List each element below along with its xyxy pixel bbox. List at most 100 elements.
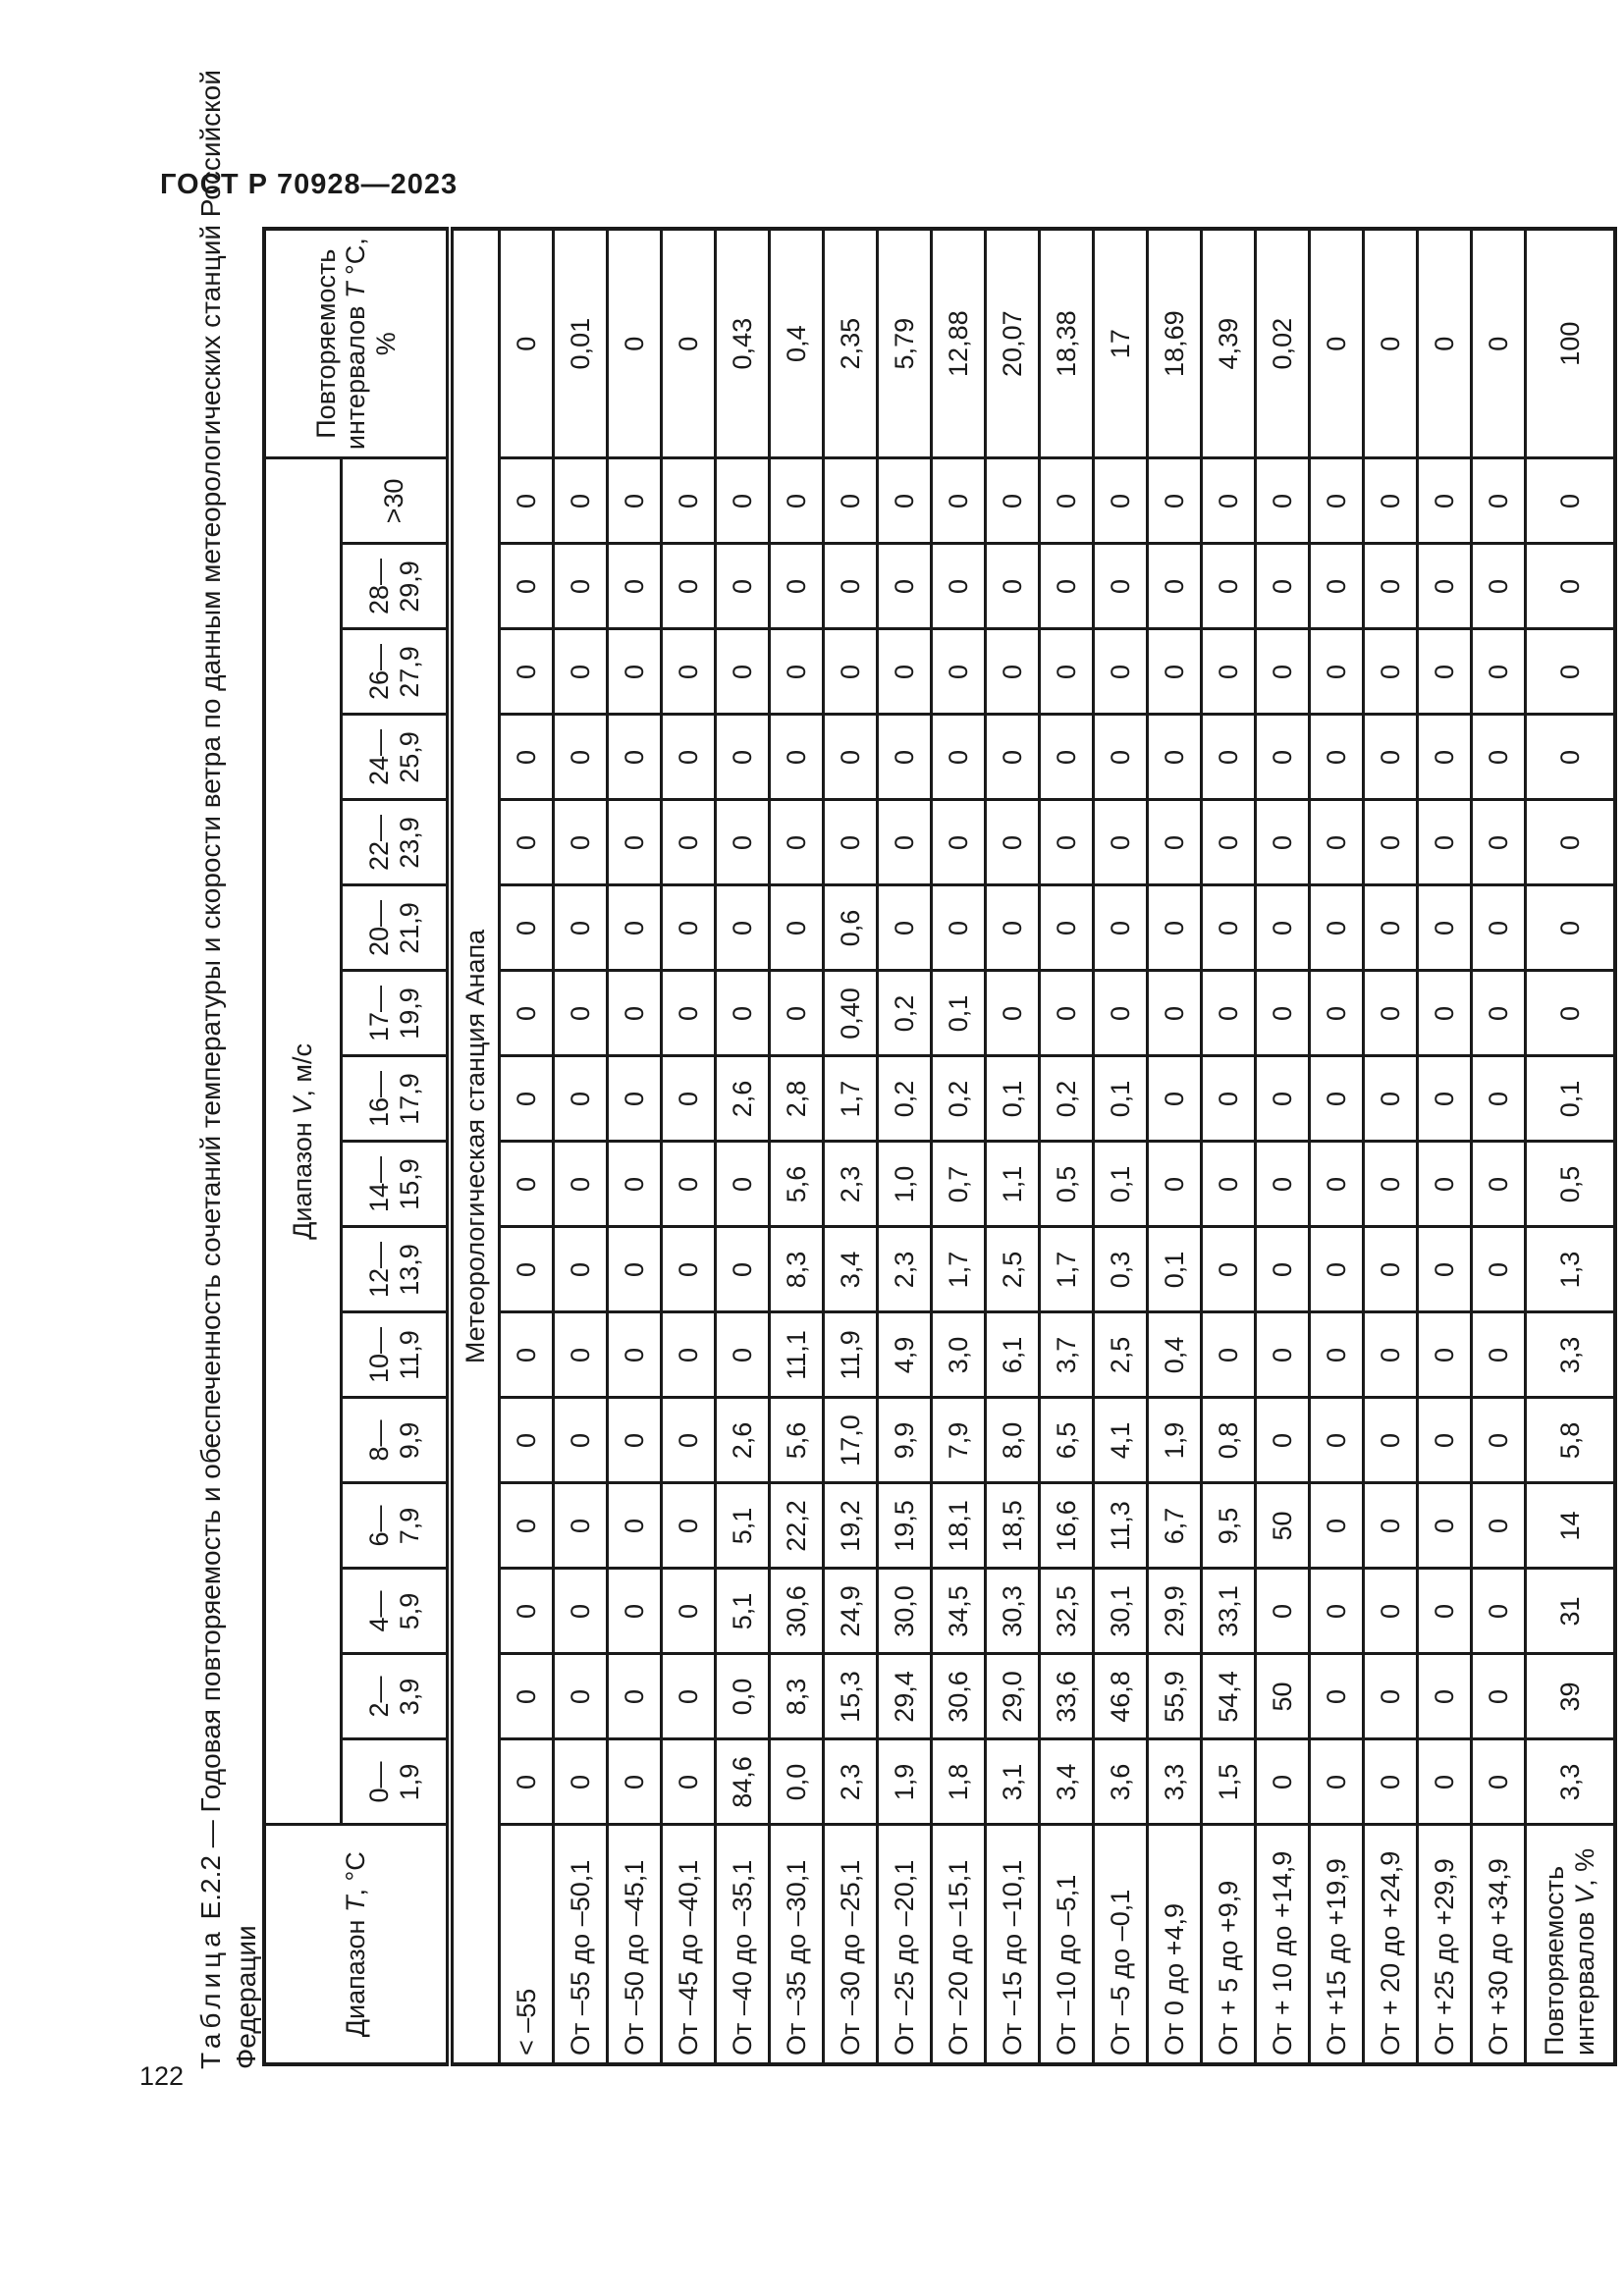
data-cell: 0 bbox=[607, 1312, 662, 1398]
data-cell: 29,4 bbox=[877, 1654, 932, 1739]
data-cell: 0 bbox=[715, 1312, 770, 1398]
temp-range-label-cell: < –55 bbox=[499, 1825, 554, 2064]
data-cell: 0 bbox=[499, 1483, 554, 1569]
data-cell: 0 bbox=[1363, 1483, 1418, 1569]
data-cell: 0 bbox=[1039, 715, 1094, 800]
wind-range-header-cell: 4— 5,9 bbox=[341, 1569, 450, 1654]
table-caption: Таблица Е.2.2 — Годовая повторяемость и … bbox=[193, 70, 266, 2069]
wind-range-header-cell: 17— 19,9 bbox=[341, 971, 450, 1056]
data-cell: 33,6 bbox=[1039, 1654, 1094, 1739]
temp-range-label-cell: От –45 до –40,1 bbox=[661, 1825, 716, 2064]
data-cell: 0 bbox=[1201, 457, 1256, 544]
data-cell: 0 bbox=[1255, 1227, 1310, 1312]
station-name-cell: Метеорологическая станция Анапа bbox=[450, 228, 500, 2064]
total-100-cell: 100 bbox=[1525, 228, 1615, 458]
data-cell: 0 bbox=[1147, 457, 1202, 544]
data-cell: 0 bbox=[607, 457, 662, 544]
data-cell: 4,1 bbox=[1093, 1398, 1148, 1483]
data-cell: 0 bbox=[1255, 457, 1310, 544]
data-cell: 0 bbox=[553, 457, 608, 544]
data-cell: 0 bbox=[931, 457, 986, 544]
data-cell: 0 bbox=[499, 715, 554, 800]
wind-range-group-header: Диапазон V, м/с bbox=[264, 457, 342, 1825]
rep-t-value-cell: 0 bbox=[1363, 228, 1418, 458]
rotated-table-container: Диапазон T, °С Диапазон V, м/с Повторяем… bbox=[262, 226, 1617, 2066]
data-cell: 0,1 bbox=[1093, 1142, 1148, 1227]
data-cell: 0 bbox=[1417, 1569, 1472, 1654]
data-cell: 0,3 bbox=[1093, 1227, 1148, 1312]
data-cell: 0 bbox=[1201, 1312, 1256, 1398]
data-cell: 0 bbox=[1201, 885, 1256, 971]
data-cell: 0 bbox=[1363, 1739, 1418, 1825]
temp-range-label-cell: От + 5 до +9,9 bbox=[1201, 1825, 1256, 2064]
data-cell: 3,4 bbox=[1039, 1739, 1094, 1825]
wind-range-header-cell: 26— 27,9 bbox=[341, 629, 450, 715]
data-cell: 0 bbox=[1309, 1227, 1364, 1312]
data-cell: 0 bbox=[661, 1398, 716, 1483]
data-cell: 2,3 bbox=[823, 1739, 878, 1825]
data-cell: 1,7 bbox=[1039, 1227, 1094, 1312]
data-cell: 0 bbox=[985, 971, 1040, 1056]
data-cell: 0 bbox=[1309, 457, 1364, 544]
data-cell: 0 bbox=[661, 1227, 716, 1312]
data-cell: 0 bbox=[661, 800, 716, 885]
data-cell: 0 bbox=[661, 1312, 716, 1398]
data-cell: 0 bbox=[769, 885, 824, 971]
data-cell: 0 bbox=[499, 1654, 554, 1739]
table-body: Диапазон T, °С Диапазон V, м/с Повторяем… bbox=[264, 228, 1615, 2064]
data-cell: 0 bbox=[1039, 800, 1094, 885]
data-cell: 0 bbox=[1417, 1398, 1472, 1483]
data-cell: 0 bbox=[1201, 629, 1256, 715]
data-cell: 0 bbox=[499, 1312, 554, 1398]
data-cell: 0 bbox=[499, 1569, 554, 1654]
data-cell: 0 bbox=[1255, 800, 1310, 885]
temp-range-label-cell: От –10 до –5,1 bbox=[1039, 1825, 1094, 2064]
data-cell: 0 bbox=[661, 971, 716, 1056]
data-cell: 0 bbox=[1363, 629, 1418, 715]
data-cell: 0 bbox=[1471, 1056, 1526, 1142]
data-cell: 0 bbox=[823, 800, 878, 885]
data-cell: 0 bbox=[1417, 1739, 1472, 1825]
data-cell: 0 bbox=[1201, 800, 1256, 885]
data-cell: 30,1 bbox=[1093, 1569, 1148, 1654]
data-cell: 24,9 bbox=[823, 1569, 878, 1654]
data-cell: 0 bbox=[1147, 885, 1202, 971]
data-cell: 0 bbox=[499, 629, 554, 715]
data-cell: 0,2 bbox=[1039, 1056, 1094, 1142]
rep-t-value-cell: 0,02 bbox=[1255, 228, 1310, 458]
data-cell: 3,3 bbox=[1147, 1739, 1202, 1825]
data-cell: 0 bbox=[607, 1483, 662, 1569]
data-cell: 0,2 bbox=[931, 1056, 986, 1142]
temp-range-label-cell: От 0 до +4,9 bbox=[1147, 1825, 1202, 2064]
data-cell: 0 bbox=[1471, 457, 1526, 544]
rep-v-value-cell: 1,3 bbox=[1525, 1227, 1615, 1312]
data-cell: 2,8 bbox=[769, 1056, 824, 1142]
data-cell: 0 bbox=[661, 1654, 716, 1739]
table-caption-line1: Таблица Е.2.2 — Годовая повторяемость и … bbox=[193, 70, 229, 2069]
rep-t-value-cell: 0 bbox=[499, 228, 554, 458]
data-cell: 0 bbox=[661, 1483, 716, 1569]
data-cell: 29,9 bbox=[1147, 1569, 1202, 1654]
data-cell: 29,0 bbox=[985, 1654, 1040, 1739]
data-cell: 0 bbox=[823, 457, 878, 544]
data-cell: 18,1 bbox=[931, 1483, 986, 1569]
data-cell: 0 bbox=[553, 715, 608, 800]
data-cell: 0 bbox=[715, 800, 770, 885]
data-cell: 0 bbox=[1471, 629, 1526, 715]
header-row-1: Диапазон T, °С Диапазон V, м/с Повторяем… bbox=[264, 228, 450, 2064]
data-cell: 0 bbox=[877, 800, 932, 885]
wind-range-header-cell: 14— 15,9 bbox=[341, 1142, 450, 1227]
data-cell: 0 bbox=[1147, 715, 1202, 800]
data-cell: 0 bbox=[1255, 1056, 1310, 1142]
data-cell: 0,0 bbox=[769, 1739, 824, 1825]
rep-t-value-cell: 4,39 bbox=[1201, 228, 1256, 458]
wind-range-header-cell: 8— 9,9 bbox=[341, 1398, 450, 1483]
data-cell: 54,4 bbox=[1201, 1654, 1256, 1739]
table-row: От –35 до –30,1 0,0 8,3 30,6 22,2 5,6 11,1 8,3 5… bbox=[769, 228, 824, 2064]
data-cell: 0 bbox=[499, 544, 554, 629]
data-cell: 0 bbox=[1471, 971, 1526, 1056]
data-cell: 0 bbox=[1147, 629, 1202, 715]
table-caption-text: Е.2.2 — Годовая повторяемость и обеспече… bbox=[195, 70, 226, 1928]
rep-t-column-header: Повторяемость интервалов T °С, % bbox=[264, 228, 450, 458]
data-cell: 0 bbox=[1417, 1483, 1472, 1569]
